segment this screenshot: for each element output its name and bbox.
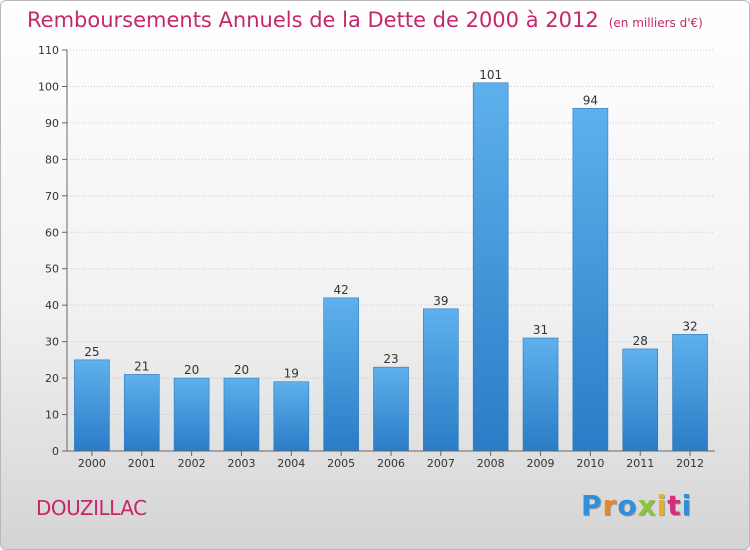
data-label: 19 [284, 367, 299, 381]
bar [472, 82, 509, 452]
logo-letter: t [667, 489, 682, 522]
chart-unit: (en milliers d'€) [608, 16, 703, 30]
y-tick-label: 0 [52, 445, 59, 458]
commune-name: DOUZILLAC [36, 496, 147, 520]
x-tick-label: 2009 [527, 457, 555, 470]
y-tick-label: 90 [45, 117, 59, 130]
bar [373, 366, 409, 452]
bar [622, 348, 659, 452]
y-tick-label: 20 [45, 372, 59, 385]
bar [173, 377, 210, 452]
x-tick-label: 2007 [427, 457, 455, 470]
bar [223, 377, 260, 452]
data-label: 94 [583, 93, 598, 107]
data-label: 42 [334, 283, 349, 297]
data-label: 20 [184, 363, 199, 377]
x-tick-label: 2010 [576, 457, 604, 470]
data-label: 23 [383, 352, 398, 366]
bar [423, 308, 459, 452]
proxiti-logo: Proxiti [581, 489, 692, 522]
y-tick-label: 100 [38, 80, 59, 93]
data-label: 20 [234, 363, 249, 377]
logo-letter: i [656, 489, 668, 522]
data-label: 25 [84, 345, 99, 359]
y-tick-label: 10 [45, 409, 59, 422]
data-label: 32 [682, 319, 697, 333]
x-tick-label: 2002 [178, 457, 206, 470]
data-label: 21 [134, 359, 149, 373]
bar [74, 359, 110, 452]
y-tick-label: 50 [45, 263, 59, 276]
bar [672, 334, 708, 452]
data-label: 101 [479, 68, 502, 82]
y-tick-label: 80 [45, 153, 59, 166]
bar [522, 337, 559, 452]
x-tick-label: 2008 [477, 457, 505, 470]
y-tick-label: 30 [45, 336, 59, 349]
bar [572, 108, 609, 452]
data-label: 31 [533, 323, 548, 337]
y-tick-label: 40 [45, 299, 59, 312]
x-tick-label: 2004 [277, 457, 305, 470]
x-tick-label: 2006 [377, 457, 405, 470]
x-tick-label: 2001 [128, 457, 156, 470]
x-tick-label: 2000 [78, 457, 106, 470]
bar [323, 297, 359, 452]
y-tick-label: 70 [45, 190, 59, 203]
x-tick-label: 2003 [227, 457, 255, 470]
x-tick-label: 2011 [626, 457, 654, 470]
y-tick-label: 110 [38, 44, 59, 57]
logo-letter: i [681, 489, 693, 522]
logo-letter: P [581, 489, 603, 522]
logo-letter: x [637, 489, 657, 522]
bar [123, 374, 160, 452]
data-label: 28 [633, 334, 648, 348]
x-tick-label: 2005 [327, 457, 355, 470]
logo-letter: r [602, 489, 618, 522]
bar [273, 381, 310, 452]
logo-letter: o [617, 489, 638, 522]
data-label: 39 [433, 294, 448, 308]
chart-title: Remboursements Annuels de la Dette de 20… [27, 8, 703, 32]
y-tick-label: 60 [45, 226, 59, 239]
x-tick-label: 2012 [676, 457, 704, 470]
